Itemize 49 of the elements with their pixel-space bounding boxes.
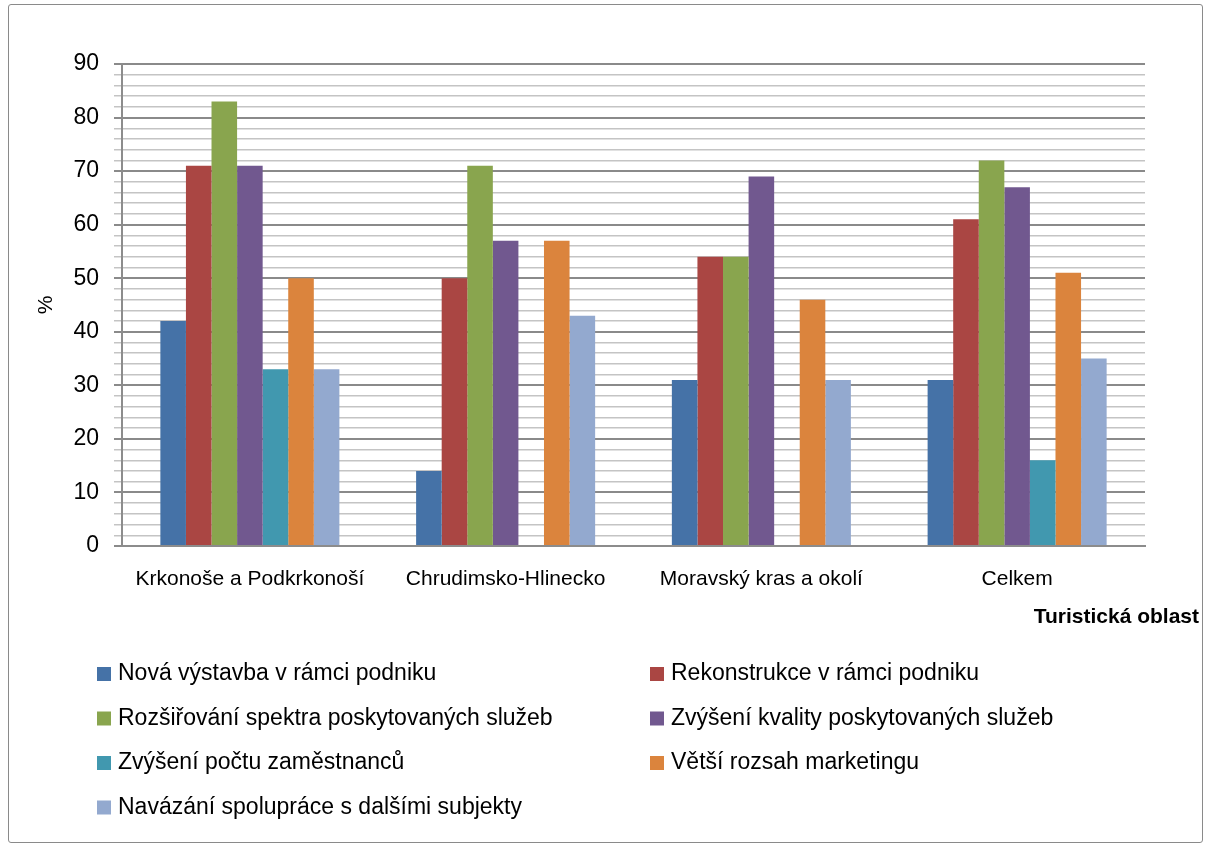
y-axis-title: % <box>33 295 57 315</box>
bar <box>416 471 442 545</box>
y-tick-label: 40 <box>73 317 99 344</box>
legend-label: Zvýšení počtu zaměstnanců <box>118 748 405 775</box>
x-axis-title: Turistická oblast <box>1033 603 1199 627</box>
x-tick-label: Celkem <box>981 566 1053 590</box>
bar <box>799 299 826 545</box>
bar <box>441 278 468 545</box>
bar <box>492 240 519 545</box>
bar <box>237 165 263 545</box>
y-tick-label: 70 <box>73 156 99 183</box>
bar <box>723 256 749 545</box>
y-tick-label: 20 <box>73 424 99 451</box>
bar <box>262 369 289 545</box>
y-tick-label: 80 <box>73 102 99 129</box>
y-tick-label: 30 <box>73 370 99 397</box>
x-tick-label: Krkonoše a Podkrkonoší <box>135 566 365 590</box>
bar <box>543 240 570 545</box>
bar <box>825 379 851 545</box>
legend-label: Větší rozsah marketingu <box>671 748 920 775</box>
bar <box>671 379 698 545</box>
x-tick-label: Moravský kras a okolí <box>659 566 864 590</box>
bar <box>748 176 775 545</box>
bar <box>160 321 186 545</box>
y-tick-label: 90 <box>73 49 99 76</box>
bar <box>288 278 314 545</box>
bar <box>1081 358 1107 545</box>
bar <box>467 165 493 545</box>
bar <box>978 160 1005 545</box>
bar <box>953 219 979 545</box>
legend-label: Navázání spolupráce s dalšími subjekty <box>118 792 523 819</box>
legend-label: Rozšiřování spektra poskytovaných služeb <box>118 703 553 730</box>
bar <box>1004 187 1030 545</box>
bar <box>185 165 212 545</box>
bar <box>569 315 596 545</box>
bar <box>211 101 238 545</box>
y-tick-label: 10 <box>73 477 99 504</box>
bar <box>1055 272 1082 545</box>
x-tick-label: Chrudimsko-Hlinecko <box>405 566 606 590</box>
bar <box>1029 460 1056 545</box>
bar <box>927 379 954 545</box>
y-tick-label: 50 <box>73 263 99 290</box>
y-tick-label: 0 <box>86 531 99 558</box>
legend-label: Nová výstavba v rámci podniku <box>118 659 437 686</box>
bar <box>313 369 340 545</box>
y-tick-label: 60 <box>73 210 99 237</box>
legend-label: Zvýšení kvality poskytovaných služeb <box>671 703 1054 730</box>
legend-label: Rekonstrukce v rámci podniku <box>671 659 980 686</box>
bar <box>697 256 724 545</box>
